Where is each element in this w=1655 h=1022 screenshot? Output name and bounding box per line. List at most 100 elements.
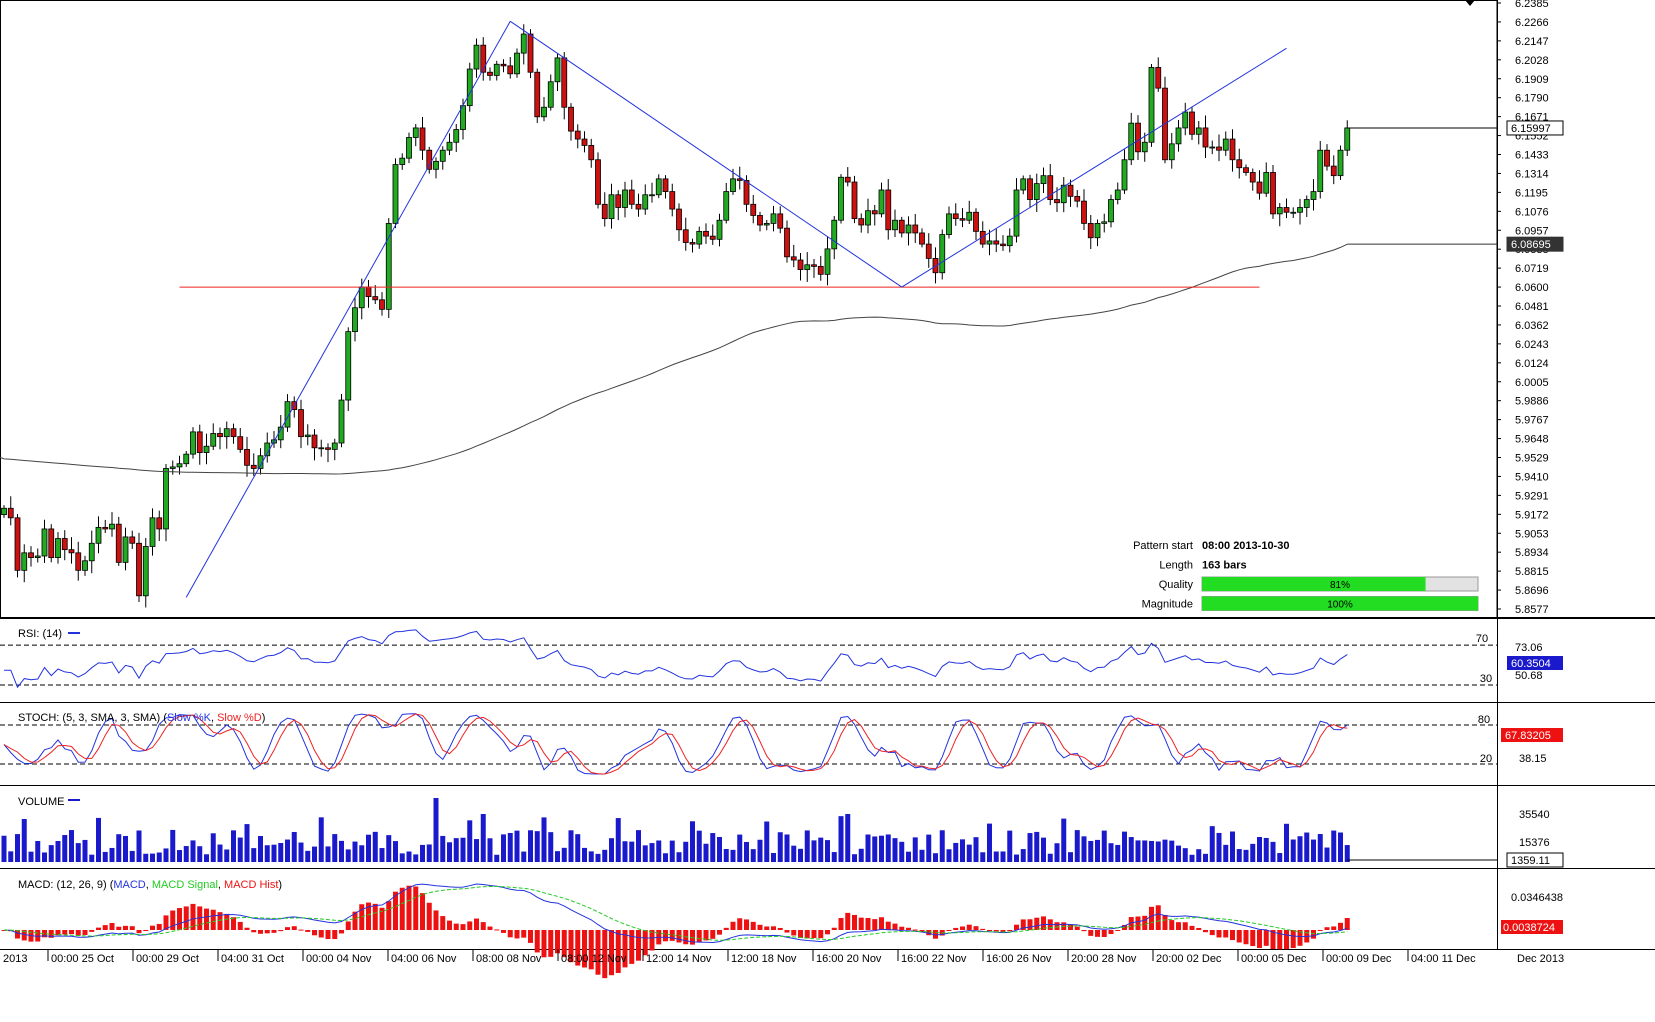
candle-body	[1155, 67, 1162, 89]
macd-hist-bar	[622, 930, 628, 968]
volume-bar	[210, 833, 216, 862]
macd-hist-bar	[1284, 930, 1289, 950]
volume-bar	[136, 830, 142, 862]
candle-body	[183, 453, 190, 465]
candle-body	[1243, 167, 1249, 173]
candle-body	[655, 178, 662, 196]
volume-bar	[1230, 831, 1235, 862]
last-price-tag	[1506, 120, 1564, 136]
volume-bar	[1142, 840, 1148, 862]
candle-body	[82, 560, 88, 571]
stoch-title: STOCH: (5, 3, SMA, 3, SMA) (Slow %K, Slo…	[18, 712, 265, 724]
volume-bar	[1000, 851, 1006, 862]
volume-bar	[264, 845, 270, 862]
candle-body	[358, 286, 365, 309]
macd-hist-bar	[82, 930, 88, 935]
candle-body	[649, 194, 655, 197]
volume-bar	[1338, 832, 1343, 862]
volume-bar	[1257, 837, 1262, 862]
time-tick-label: 04:00 11 Dec	[1411, 953, 1476, 965]
candle-body	[615, 194, 622, 208]
macd-hist-bar	[109, 923, 115, 930]
macd-title: MACD: (12, 26, 9) (MACD, MACD Signal, MA…	[18, 879, 282, 891]
volume-bar	[723, 849, 729, 862]
macd-hist-bar	[1338, 922, 1343, 930]
macd-hist-bar	[89, 930, 95, 932]
candle-body	[1047, 175, 1054, 200]
time-tick-label: 08:00 08 Nov	[476, 953, 542, 965]
volume-bar	[1095, 839, 1100, 862]
volume-bar	[251, 848, 257, 862]
macd-hist-bar	[1142, 915, 1148, 930]
volume-bar	[258, 836, 263, 862]
time-tick-label: 00:00 25 Oct	[51, 953, 114, 965]
volume-bar	[204, 854, 209, 862]
macd-hist-bar	[771, 926, 776, 930]
macd-hist-bar	[825, 930, 830, 935]
macd-hist-bar	[588, 930, 594, 970]
price-tick-label: 5.9648	[1515, 434, 1549, 446]
macd-hist-bar	[811, 930, 817, 939]
macd-hist-bar	[474, 918, 479, 930]
macd-hist-bar	[1169, 920, 1175, 930]
macd-hist-bar	[460, 924, 466, 930]
volume-bar	[507, 832, 513, 862]
macd-hist-bar	[35, 930, 41, 942]
candle-body	[1202, 127, 1209, 148]
price-tick-label: 6.0719	[1515, 263, 1549, 275]
macd-hist-bar	[521, 930, 527, 938]
candle-body	[514, 52, 520, 75]
macd-hist-bar	[649, 930, 655, 951]
volume-bar	[393, 841, 398, 862]
volume-bar	[973, 837, 979, 862]
macd-hist-bar	[1128, 917, 1134, 930]
macd-hist-bar	[15, 930, 20, 939]
macd-hist-bar	[1108, 930, 1114, 934]
candle-body	[237, 436, 244, 450]
volume-bar	[1176, 845, 1181, 862]
macd-hist-bar	[1176, 922, 1181, 930]
candle-body	[1121, 159, 1128, 191]
volume-bar	[231, 830, 236, 862]
volume-bar	[818, 837, 824, 862]
candle-body	[696, 230, 703, 245]
volume-bar	[190, 840, 196, 862]
macd-hist-bar	[170, 910, 176, 930]
volume-bar	[845, 814, 851, 862]
volume-bar	[622, 841, 628, 862]
info-label: Quality	[1159, 579, 1194, 591]
macd-hist-bar	[1257, 930, 1262, 948]
macd-hist-bar	[372, 903, 378, 930]
macd-hist-bar	[507, 930, 513, 938]
macd-hist-bar	[1007, 930, 1013, 932]
volume-bar	[993, 851, 999, 862]
macd-hist-bar	[865, 917, 871, 930]
macd-hist-bar	[1182, 922, 1188, 930]
candle-body	[723, 191, 730, 221]
macd-hist-bar	[1236, 930, 1242, 943]
volume-bar	[143, 853, 149, 862]
candle-body	[1081, 200, 1087, 224]
candle-body	[102, 526, 109, 530]
volume-bar	[1216, 832, 1222, 862]
volume-bar	[1290, 839, 1296, 862]
macd-hist-bar	[177, 908, 182, 930]
volume-bar	[1317, 834, 1323, 862]
volume-bar	[197, 846, 203, 862]
volume-bar	[595, 853, 601, 862]
candle-body	[385, 223, 392, 310]
macd-hist-bar	[777, 927, 783, 930]
volume-bar	[1250, 843, 1256, 862]
candle-body	[203, 445, 210, 453]
volume-bar	[1101, 830, 1107, 862]
volume-bar	[102, 851, 108, 862]
time-tick-label: 12:00 14 Nov	[646, 953, 712, 965]
volume-bar	[953, 842, 959, 862]
candle-body	[824, 248, 831, 275]
volume-bar	[1169, 840, 1175, 862]
candle-body	[777, 213, 784, 229]
time-tick-label: 00:00 29 Oct	[136, 953, 199, 965]
volume-bar	[183, 846, 189, 862]
macd-hist-bar	[447, 920, 452, 930]
candle-body	[561, 57, 568, 108]
